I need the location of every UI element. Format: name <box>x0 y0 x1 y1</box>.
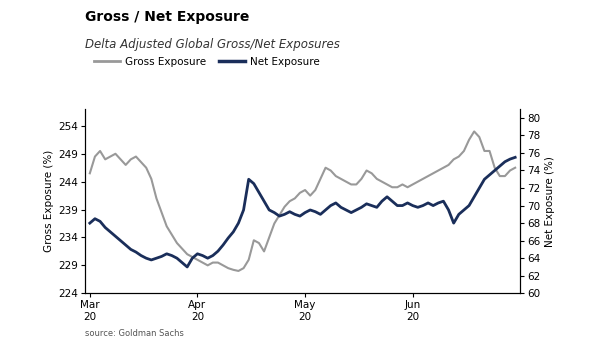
Y-axis label: Net Exposure (%): Net Exposure (%) <box>544 156 555 247</box>
Text: source: Goldman Sachs: source: Goldman Sachs <box>85 329 183 338</box>
Y-axis label: Gross Exposure (%): Gross Exposure (%) <box>44 150 54 252</box>
Text: Gross / Net Exposure: Gross / Net Exposure <box>85 10 249 24</box>
Text: Delta Adjusted Global Gross/Net Exposures: Delta Adjusted Global Gross/Net Exposure… <box>85 38 339 50</box>
Legend: Gross Exposure, Net Exposure: Gross Exposure, Net Exposure <box>90 53 324 71</box>
